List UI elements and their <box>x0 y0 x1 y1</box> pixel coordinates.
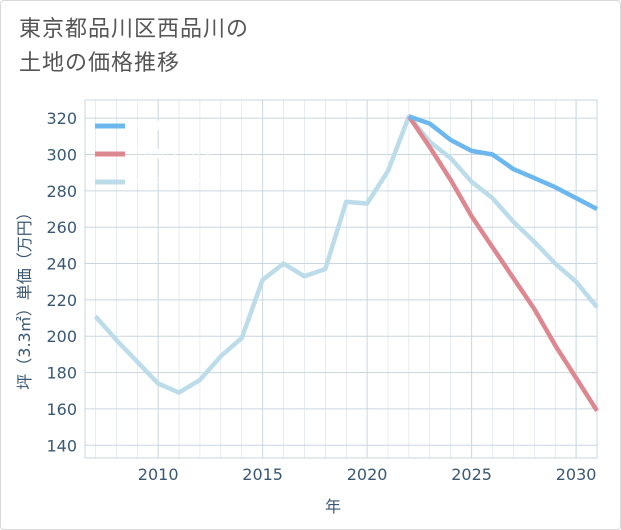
y-tick-label: 280 <box>46 182 77 201</box>
y-tick-label: 240 <box>46 255 77 274</box>
series-lines <box>93 114 599 413</box>
legend-label-normal: ノーマルシナリオ <box>130 175 226 189</box>
y-tick-label: 160 <box>46 400 77 419</box>
y-tick-label: 300 <box>46 146 77 165</box>
x-tick-label: 2025 <box>451 465 492 484</box>
y-axis-label: 坪（3.3㎡）単価（万円） <box>15 204 34 389</box>
chart-title: 東京都品川区西品川の 土地の価格推移 <box>19 13 249 81</box>
plot-frame <box>84 99 598 459</box>
y-tick-label: 200 <box>46 327 77 346</box>
series-line-bad <box>407 115 599 413</box>
series-line-normal <box>93 114 599 395</box>
y-tick-label: 320 <box>46 109 77 128</box>
y-tick-label: 180 <box>46 364 77 383</box>
legend-label-bad: バッドシナリオ <box>130 147 214 161</box>
y-tick-label: 140 <box>46 436 77 455</box>
x-tick-label: 2030 <box>556 465 597 484</box>
y-tick-label: 260 <box>46 218 77 237</box>
chart-title-line1: 東京都品川区西品川の <box>19 17 250 42</box>
x-tick-label: 2020 <box>347 465 388 484</box>
x-tick-label: 2010 <box>138 465 179 484</box>
y-tick-label: 220 <box>46 291 77 310</box>
x-tick-label: 2015 <box>242 465 283 484</box>
axis-ticks: 140 160 180 200 220 240 260 280 300 320 2010 2015 20… <box>46 109 596 484</box>
chart-title-line2: 土地の価格推移 <box>19 51 181 76</box>
series-line-good <box>408 114 599 211</box>
x-axis-label: 年 <box>325 497 341 516</box>
legend-label-good: グッドシナリオ <box>130 119 214 133</box>
